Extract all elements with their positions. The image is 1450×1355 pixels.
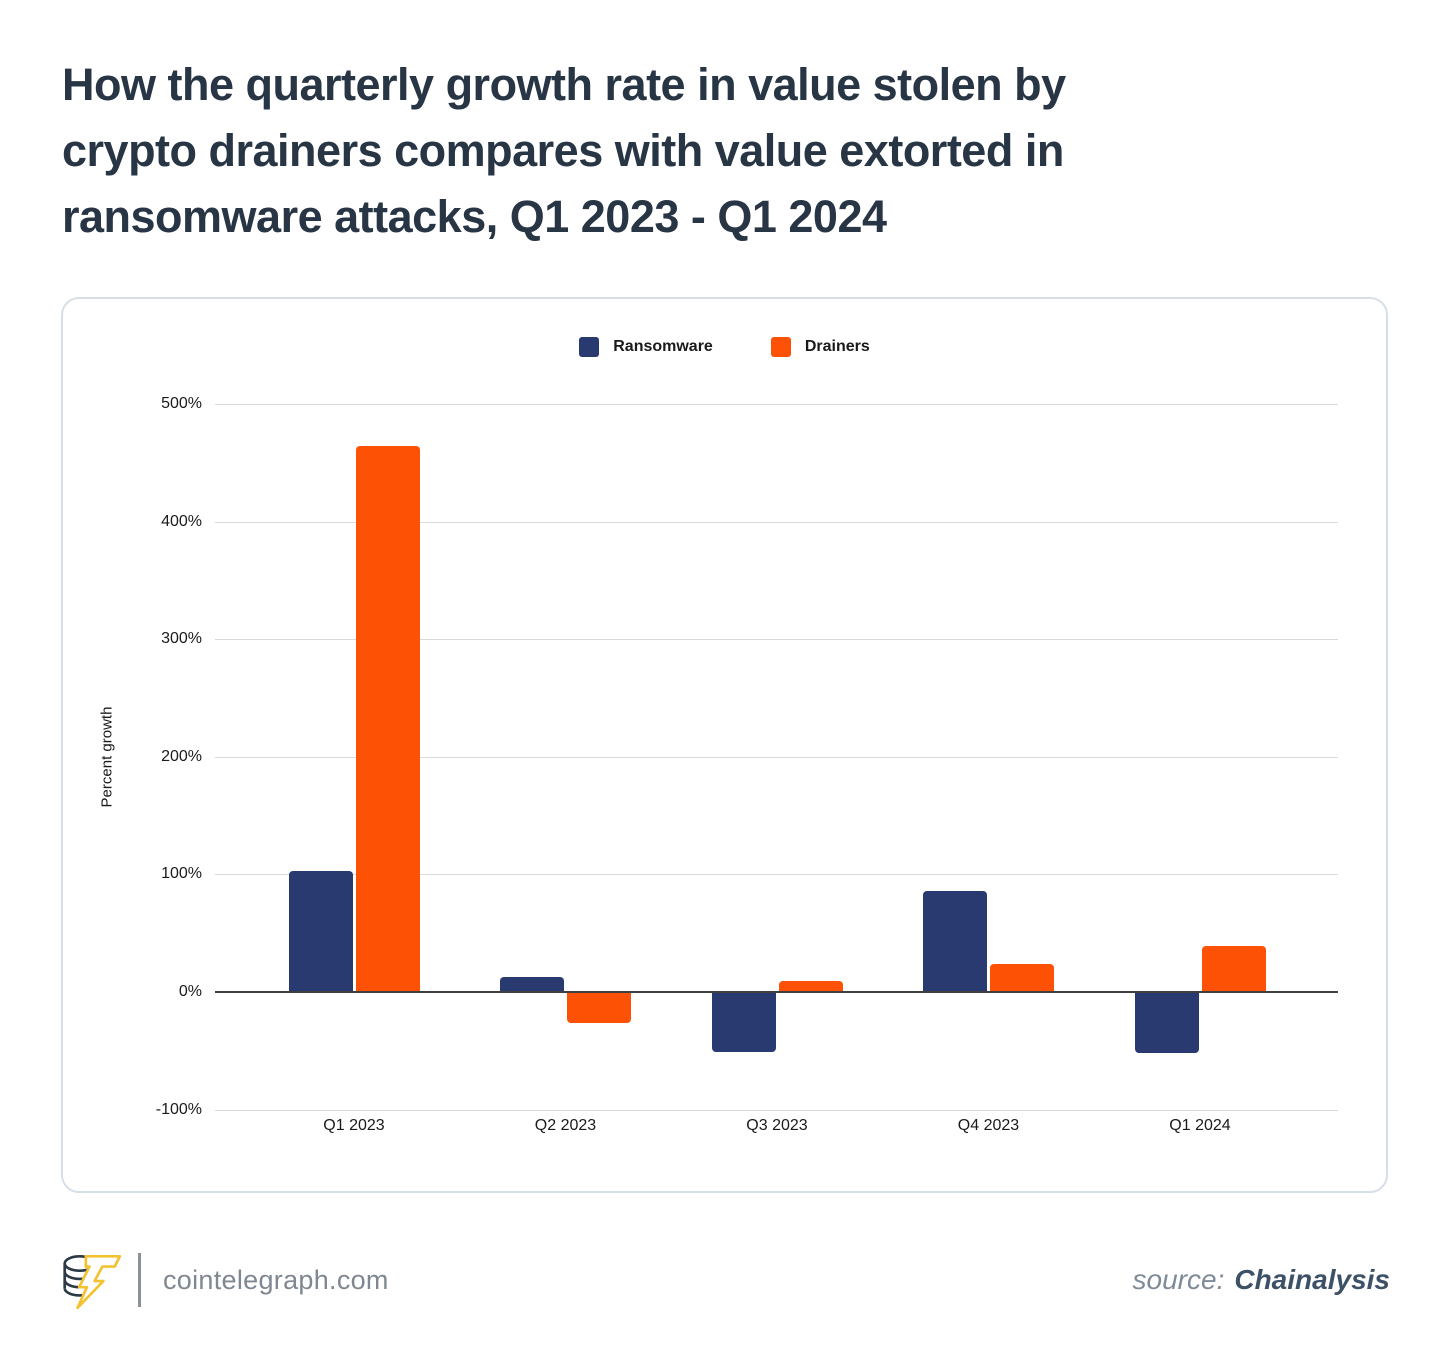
bar-ransomware-q2-2023 (500, 976, 564, 992)
y-tick-label-400: 400% (161, 512, 202, 530)
x-tick-label-q2-2023: Q2 2023 (534, 1117, 597, 1134)
x-tick-label-q4-2023: Q4 2023 (957, 1117, 1020, 1134)
x-tick-label-q1-2023: Q1 2023 (323, 1117, 385, 1134)
legend-swatch-ransomware-icon (579, 337, 600, 357)
page-title: How the quarterly growth rate in value s… (62, 52, 1362, 250)
footer-divider (138, 1253, 141, 1307)
plot-area: 500% 400% 300% 200% 100% 0% -100% Q1 2023 Q2 202… (63, 299, 1386, 1191)
gridline-100 (215, 874, 1338, 876)
source-text: source: Chainalysis (1133, 1264, 1390, 1296)
footer-site-url: cointelegraph.com (163, 1264, 389, 1295)
gridline-200 (215, 756, 1338, 758)
y-tick-label-0: 0% (178, 983, 202, 1000)
page-title-line-2: crypto drainers compares with value exto… (62, 125, 1064, 176)
bar-drainers-q1-2024 (1201, 946, 1266, 992)
page-title-line-1: How the quarterly growth rate in value s… (62, 59, 1066, 110)
y-tick-label-100: 100% (161, 865, 202, 883)
bar-ransomware-q1-2024 (1134, 992, 1199, 1054)
source-name: Chainalysis (1234, 1264, 1390, 1295)
chart-panel: Ransomware Drainers Percent growth 500% 4… (61, 297, 1388, 1193)
legend-label-ransomware: Ransomware (613, 338, 713, 355)
legend-item-drainers: Drainers (770, 337, 870, 357)
cointelegraph-logo-icon (63, 1254, 122, 1310)
bar-ransomware-q3-2023 (711, 992, 776, 1052)
bar-drainers-q3-2023 (778, 981, 843, 992)
legend-label-drainers: Drainers (804, 338, 870, 355)
y-tick-label--100: -100% (155, 1100, 202, 1118)
gridline-400 (215, 521, 1338, 523)
bar-drainers-q1-2023 (355, 446, 420, 992)
bar-drainers-q4-2023 (990, 963, 1054, 992)
footer: cointelegraph.com source: Chainalysis (58, 1244, 1390, 1316)
gridline-500 (215, 404, 1338, 405)
y-tick-label-500: 500% (161, 395, 202, 412)
y-tick-label-200: 200% (161, 747, 202, 765)
legend-item-ransomware: Ransomware (579, 337, 713, 357)
x-tick-label-q1-2024: Q1 2024 (1169, 1117, 1231, 1134)
y-tick-label-300: 300% (161, 630, 202, 648)
chart-legend: Ransomware Drainers (63, 337, 1386, 357)
source-label: source: (1132, 1264, 1225, 1295)
x-tick-label-q3-2023: Q3 2023 (746, 1117, 808, 1134)
legend-swatch-drainers-icon (770, 337, 791, 357)
gridline-300 (215, 639, 1338, 641)
footer-brand: cointelegraph.com (58, 1247, 389, 1313)
gridline--100 (215, 1109, 1338, 1111)
x-axis-line (215, 991, 1338, 993)
bar-ransomware-q4-2023 (923, 890, 987, 992)
page-title-line-3: ransomware attacks, Q1 2023 - Q1 2024 (62, 191, 887, 242)
bar-ransomware-q1-2023 (288, 870, 353, 992)
bar-drainers-q2-2023 (567, 992, 631, 1023)
